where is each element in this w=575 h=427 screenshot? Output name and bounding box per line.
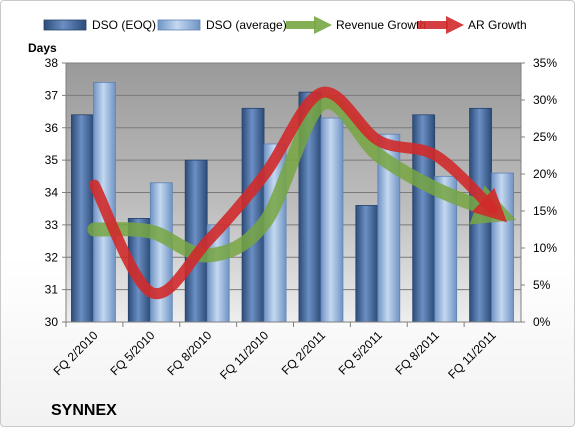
- right-tick-label: 35%: [533, 56, 557, 70]
- right-tick-label: 10%: [533, 241, 557, 255]
- left-tick-label: 34: [45, 186, 59, 200]
- right-tick-label: 25%: [533, 130, 557, 144]
- bar-dso-eoq: [355, 205, 379, 323]
- right-tick-label: 15%: [533, 204, 557, 218]
- legend-label: DSO (average): [206, 18, 287, 32]
- bar-dso-eoq: [71, 114, 94, 323]
- legend-label: DSO (EOQ): [92, 18, 156, 32]
- legend: DSO (EOQ) DSO (average) Revenue Growth AR G…: [43, 16, 527, 34]
- ar-growth-line: [88, 86, 508, 300]
- x-tick-label: FQ 5/2010: [107, 328, 157, 378]
- left-tick-label: 32: [45, 250, 59, 264]
- left-tick-label: 33: [45, 218, 59, 232]
- legend-label: Revenue Growth: [336, 18, 426, 32]
- left-tick-label: 35: [45, 153, 59, 167]
- revenue-growth-line: [87, 95, 517, 263]
- left-tick-label: 37: [45, 88, 59, 102]
- legend-swatch: [43, 19, 87, 31]
- right-tick-label: 20%: [533, 167, 557, 181]
- right-tick-label: 30%: [533, 93, 557, 107]
- legend-arrowhead: [314, 16, 332, 34]
- x-tick-label: FQ 8/2010: [164, 328, 214, 378]
- left-tick-label: 38: [45, 56, 59, 70]
- right-tick-label: 0%: [533, 315, 551, 329]
- legend-arrowhead: [446, 16, 464, 34]
- bar-dso-average: [149, 182, 173, 323]
- left-tick-label: 30: [45, 315, 59, 329]
- y-axis-title: Days: [28, 41, 57, 55]
- left-tick-label: 36: [45, 121, 59, 135]
- growth-lines: [87, 86, 517, 300]
- legend-swatch: [157, 19, 201, 31]
- x-tick-label: FQ 2/2011: [279, 328, 329, 378]
- x-tick-label: FQ 8/2011: [392, 328, 442, 378]
- bar-dso-average: [320, 117, 344, 323]
- left-tick-label: 31: [45, 283, 59, 297]
- x-tick-label: FQ 5/2011: [336, 328, 386, 378]
- bar-dso-eoq: [241, 107, 265, 323]
- x-tick-label: FQ 11/2010: [217, 328, 271, 382]
- x-tick-label: FQ 2/2010: [51, 328, 101, 378]
- legend-label: AR Growth: [468, 18, 527, 32]
- right-tick-label: 5%: [533, 278, 551, 292]
- chart-title: SYNNEX: [51, 402, 117, 419]
- x-tick-label: FQ 11/2011: [445, 328, 499, 382]
- bar-dso-average: [491, 172, 514, 323]
